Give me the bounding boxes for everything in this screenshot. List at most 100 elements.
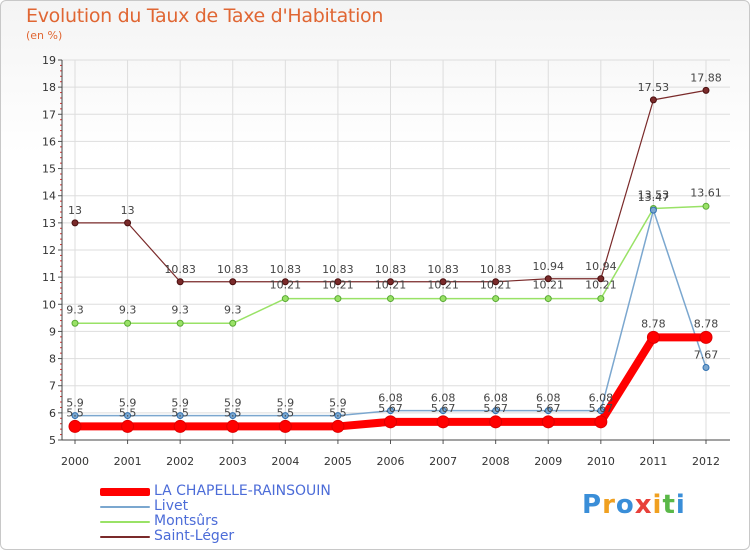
data-label: 5.9 <box>119 397 137 410</box>
y-tick-label: 8 <box>49 353 56 366</box>
data-label: 10.83 <box>480 263 512 276</box>
data-label: 8.78 <box>694 317 719 330</box>
data-point <box>439 295 447 303</box>
data-point <box>597 407 605 415</box>
data-label: 9.3 <box>224 303 242 316</box>
data-point <box>492 278 500 286</box>
data-point <box>71 319 79 327</box>
x-tick-label: 2005 <box>324 455 352 468</box>
data-label: 5.9 <box>224 397 242 410</box>
data-label: 5.9 <box>171 397 189 410</box>
data-label: 8.78 <box>641 317 666 330</box>
data-point <box>387 278 394 286</box>
data-label: 13.53 <box>638 188 670 201</box>
data-label: 13 <box>68 204 82 217</box>
data-point <box>436 415 450 429</box>
data-point <box>646 330 660 344</box>
x-tick-label: 2010 <box>587 455 615 468</box>
data-point <box>702 364 710 372</box>
data-point <box>334 412 342 420</box>
data-label: 5.5 <box>277 406 295 419</box>
data-label: 9.3 <box>171 303 189 316</box>
y-tick-label: 5 <box>49 434 56 447</box>
legend-label: LA CHAPELLE-RAINSOUIN <box>154 483 331 499</box>
data-label: 10.83 <box>217 263 249 276</box>
legend-swatch <box>100 521 150 523</box>
data-point <box>384 415 397 429</box>
x-tick-label: 2008 <box>482 455 510 468</box>
data-label: 9.3 <box>119 303 137 316</box>
data-label: 6.08 <box>589 392 614 405</box>
data-point <box>492 407 500 415</box>
data-label: 6.08 <box>431 392 456 405</box>
data-label: 10.21 <box>480 279 512 292</box>
legend-label: Saint-Léger <box>154 528 235 544</box>
legend-swatch <box>100 536 150 538</box>
y-tick-label: 7 <box>49 380 56 393</box>
data-label: 6.08 <box>378 392 403 405</box>
x-tick-label: 2012 <box>692 455 720 468</box>
data-point <box>124 319 132 327</box>
proxiti-logo: Proxiti <box>582 490 686 520</box>
data-point <box>387 407 394 415</box>
logo-letter: o <box>615 490 635 520</box>
logo-letter: i <box>652 490 663 520</box>
data-label: 10.83 <box>164 263 196 276</box>
data-point <box>229 412 237 420</box>
chart-grid <box>62 59 730 441</box>
data-point <box>544 407 552 415</box>
data-point <box>439 407 447 415</box>
chart-title: Evolution du Taux de Taxe d'Habitation <box>26 5 384 27</box>
chart-axes: 5 6 7 8 9 10 11 12 13 14 15 16 17 18 19 2000 2001 2002 200… <box>42 54 730 468</box>
data-point <box>594 415 608 429</box>
chart-data-points <box>68 86 713 433</box>
data-point <box>226 419 240 433</box>
logo-letter: t <box>662 490 676 520</box>
data-point <box>278 419 292 433</box>
data-label: 5.5 <box>171 406 189 419</box>
y-tick-label: 11 <box>42 271 56 284</box>
data-point <box>334 295 342 303</box>
data-point <box>281 278 289 286</box>
data-label: 5.5 <box>66 406 84 419</box>
y-tick-label: 12 <box>42 244 56 257</box>
data-label: 10.83 <box>322 263 354 276</box>
chart-unit-label: (en %) <box>26 29 63 42</box>
data-label: 5.5 <box>119 406 137 419</box>
data-point <box>68 419 82 433</box>
data-label: 5.5 <box>224 406 242 419</box>
data-label: 5.67 <box>483 402 508 415</box>
data-point <box>176 319 184 327</box>
y-tick-label: 18 <box>42 81 56 94</box>
data-label: 10.21 <box>322 279 354 292</box>
data-label: 7.67 <box>694 349 719 362</box>
data-point <box>124 412 132 420</box>
data-point <box>699 330 713 344</box>
data-point <box>176 278 184 286</box>
data-label: 5.67 <box>536 402 561 415</box>
data-point <box>173 419 187 433</box>
data-label: 5.67 <box>431 402 456 415</box>
legend-label: Montsûrs <box>154 513 219 529</box>
x-tick-label: 2004 <box>271 455 299 468</box>
data-label: 6.08 <box>483 392 508 405</box>
data-label: 5.67 <box>589 402 614 415</box>
y-tick-label: 14 <box>42 190 56 203</box>
data-label: 5.5 <box>329 406 347 419</box>
data-point <box>492 295 500 303</box>
y-tick-label: 13 <box>42 217 56 230</box>
data-point <box>229 319 237 327</box>
data-label: 10.21 <box>270 279 302 292</box>
x-tick-label: 2011 <box>639 455 667 468</box>
data-point <box>331 419 345 433</box>
data-point <box>71 412 79 420</box>
y-tick-label: 15 <box>42 163 56 176</box>
x-tick-label: 2003 <box>219 455 247 468</box>
x-tick-label: 2000 <box>61 455 89 468</box>
data-point <box>702 202 710 210</box>
data-label: 10.94 <box>533 260 565 273</box>
legend-swatch <box>100 488 150 496</box>
logo-letter: i <box>675 490 686 520</box>
data-label: 5.9 <box>277 397 295 410</box>
